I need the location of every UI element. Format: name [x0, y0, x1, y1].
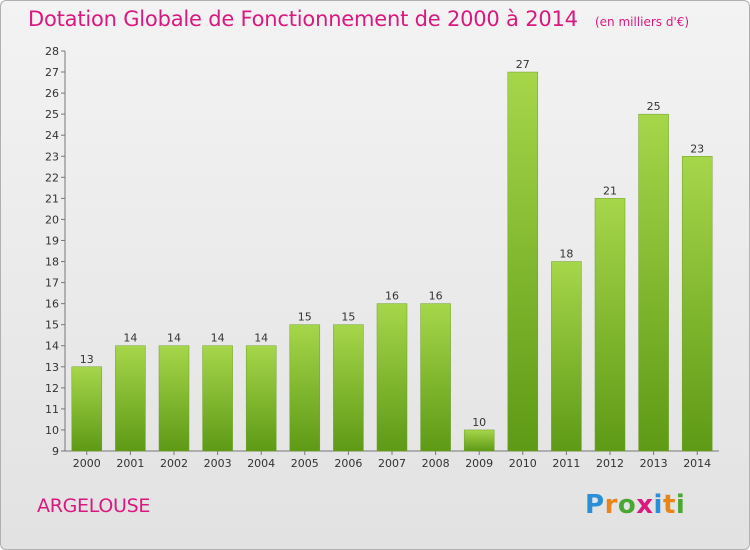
- y-tick-label: 10: [45, 424, 59, 437]
- bar: [463, 429, 495, 452]
- bar: [245, 345, 277, 452]
- x-axis: 2000 2001 2002 2003 2004 2005 2006 2007 2008 2009…: [65, 450, 719, 470]
- y-tick-label: 15: [45, 319, 59, 332]
- bar: [289, 324, 321, 452]
- bar: [594, 198, 626, 452]
- x-tick-label: 2009: [465, 457, 493, 470]
- y-tick-label: 25: [45, 108, 59, 121]
- bar: [551, 261, 582, 452]
- logo-letter: o: [617, 490, 637, 520]
- title-row: Dotation Globale de Fonctionnement de 20…: [28, 7, 689, 31]
- logo-letter: r: [604, 490, 618, 520]
- x-tick-label: 2003: [204, 457, 232, 470]
- logo-letter: P: [585, 490, 605, 520]
- data-label: 14: [254, 332, 268, 345]
- x-tick-label: 2004: [247, 457, 275, 470]
- bar: [681, 156, 713, 452]
- bar: [202, 345, 233, 452]
- chart-title: Dotation Globale de Fonctionnement de 20…: [28, 7, 578, 31]
- x-tick-label: 2006: [334, 457, 362, 470]
- y-tick-label: 22: [45, 171, 59, 184]
- y-tick-label: 28: [45, 45, 59, 58]
- y-tick-label: 16: [45, 298, 59, 311]
- x-tick-label: 2014: [683, 457, 711, 470]
- data-label: 14: [211, 332, 225, 345]
- y-tick-label: 27: [45, 66, 59, 79]
- x-tick-label: 2000: [73, 457, 101, 470]
- y-tick-label: 19: [45, 234, 59, 247]
- data-label: 23: [690, 142, 704, 155]
- bar: [376, 303, 408, 452]
- place-name: ARGELOUSE: [37, 495, 151, 517]
- data-labels: 13 14 14 14 14 15 15 16 16 10 27 18 21 25 23: [80, 58, 704, 429]
- bars: [71, 71, 713, 452]
- logo-letter: t: [662, 490, 676, 520]
- logo-letter: i: [653, 490, 663, 520]
- y-tick-label: 24: [45, 129, 59, 142]
- bar: [638, 113, 669, 452]
- proxiti-logo[interactable]: Proxiti: [585, 490, 685, 520]
- data-label: 27: [516, 58, 530, 71]
- y-tick-label: 9: [52, 445, 59, 458]
- y-tick-label: 11: [45, 403, 59, 416]
- data-label: 15: [298, 311, 312, 324]
- y-tick-label: 21: [45, 192, 59, 205]
- x-tick-label: 2008: [422, 457, 450, 470]
- data-label: 16: [385, 290, 399, 303]
- y-axis: 9 10 11 12 13 14 15 16 17 18 19 20 21 22 23 24 25 26 27 28: [45, 45, 66, 458]
- x-tick-label: 2002: [160, 457, 188, 470]
- x-tick-label: 2007: [378, 457, 406, 470]
- y-tick-label: 18: [45, 256, 59, 269]
- x-tick-label: 2013: [640, 457, 668, 470]
- y-tick-label: 13: [45, 361, 59, 374]
- data-label: 25: [647, 100, 661, 113]
- data-label: 15: [341, 311, 355, 324]
- bar: [420, 303, 451, 452]
- logo-letter: x: [636, 490, 654, 520]
- chart-subtitle: (en milliers d'€): [594, 15, 690, 29]
- data-label: 18: [559, 248, 573, 261]
- y-tick-label: 17: [45, 277, 59, 290]
- y-tick-label: 14: [45, 340, 59, 353]
- x-tick-label: 2012: [596, 457, 624, 470]
- bar: [158, 345, 190, 452]
- data-label: 14: [167, 332, 181, 345]
- y-tick-label: 26: [45, 87, 59, 100]
- y-tick-label: 23: [45, 150, 59, 163]
- data-label: 16: [429, 290, 443, 303]
- data-label: 10: [472, 416, 486, 429]
- x-tick-label: 2001: [116, 457, 144, 470]
- x-tick-label: 2010: [509, 457, 537, 470]
- x-tick-label: 2011: [552, 457, 580, 470]
- bar: [115, 345, 146, 452]
- bar: [71, 366, 103, 452]
- bar: [333, 324, 364, 452]
- y-tick-label: 20: [45, 213, 59, 226]
- data-label: 21: [603, 184, 617, 197]
- data-label: 14: [123, 332, 137, 345]
- y-tick-label: 12: [45, 382, 59, 395]
- logo-letter: i: [675, 490, 686, 520]
- x-tick-label: 2005: [291, 457, 319, 470]
- bar: [507, 71, 539, 452]
- data-label: 13: [80, 353, 94, 366]
